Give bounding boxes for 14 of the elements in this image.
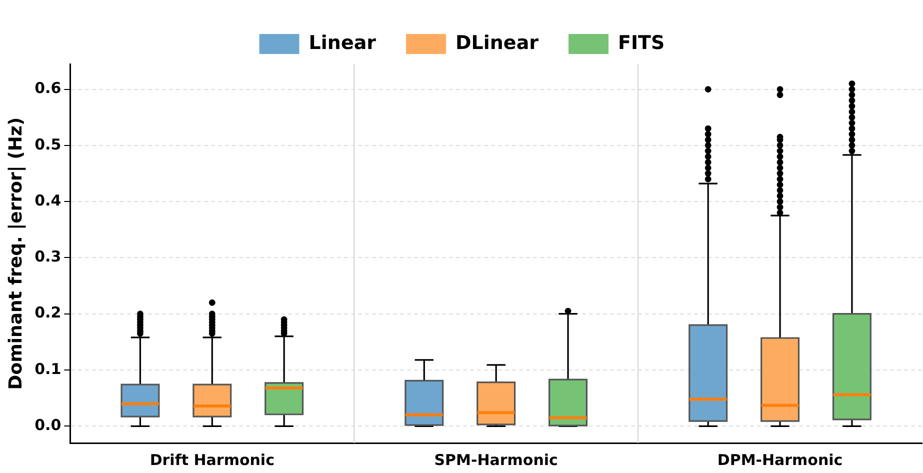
y-tick-label: 0.5 [34, 135, 62, 154]
x-tick-label: DPM-Harmonic [717, 450, 843, 469]
y-tick-label: 0.3 [34, 248, 62, 266]
y-tick-label: 0.4 [34, 191, 62, 210]
x-tick-label: Drift Harmonic [150, 450, 274, 469]
y-tick-label: 0.1 [34, 360, 62, 378]
legend-label: DLinear [456, 32, 540, 54]
legend-label: Linear [308, 32, 377, 54]
y-axis-title: Dominant freq. |error| (Hz) [5, 117, 26, 390]
legend-label: FITS [618, 32, 665, 54]
y-tick-label: 0.0 [34, 416, 62, 434]
y-tick-label: 0.6 [34, 79, 62, 98]
x-tick-label: SPM-Harmonic [434, 450, 558, 469]
y-tick-label: 0.2 [34, 304, 62, 322]
